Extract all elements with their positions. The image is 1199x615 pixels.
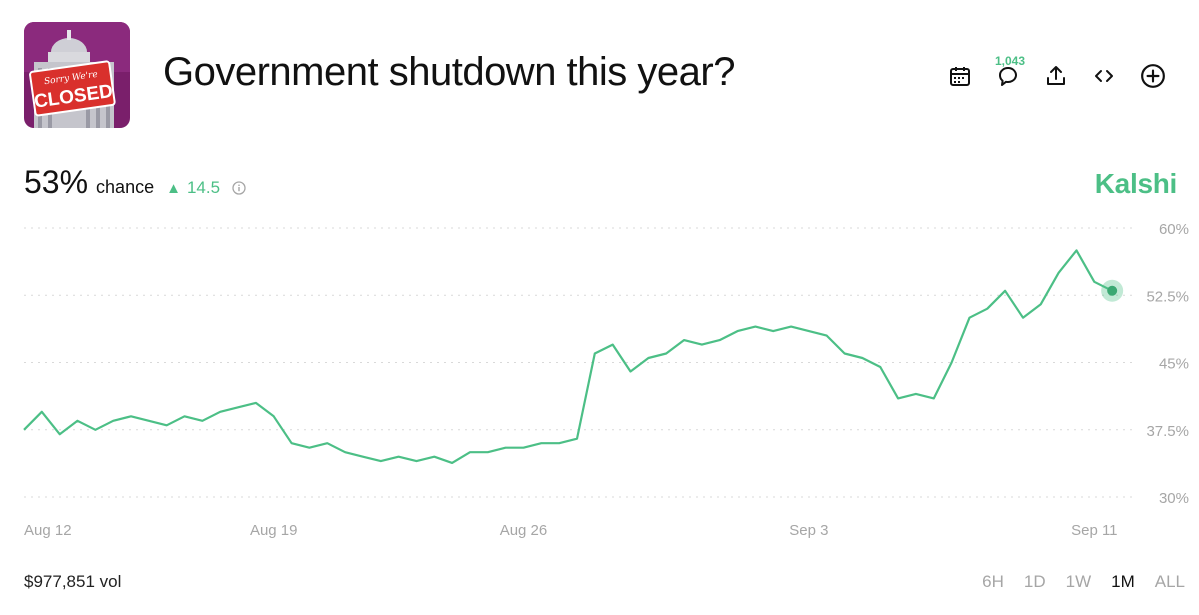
- y-tick-label: 60%: [1159, 221, 1189, 238]
- delta-value: 14.5: [186, 178, 221, 197]
- market-title: Government shutdown this year?: [163, 50, 735, 94]
- y-tick-label: 30%: [1159, 490, 1189, 507]
- embed-button[interactable]: [1086, 58, 1122, 94]
- range-1d[interactable]: 1D: [1023, 572, 1046, 591]
- current-point: [1107, 285, 1118, 296]
- x-tick-label: Sep 11: [1071, 522, 1117, 539]
- calendar-icon: [950, 67, 970, 86]
- closed-sign-image: Sorry We're CLOSED: [24, 22, 130, 128]
- range-1m[interactable]: 1M: [1111, 572, 1135, 591]
- brand-logo: Kalshi: [1094, 168, 1178, 199]
- x-tick-label: Sep 3: [789, 522, 828, 539]
- comment-count: 1,043: [995, 54, 1026, 68]
- y-tick-label: 37.5%: [1146, 423, 1189, 440]
- time-range-selector: 6H 1D 1W 1M ALL: [962, 572, 1185, 592]
- price-chart[interactable]: 30% 37.5% 45% 52.5% 60% Aug 12 Aug 19 Aug 26 Sep…: [0, 205, 1199, 545]
- info-icon[interactable]: [232, 181, 246, 200]
- probability-label: chance: [96, 177, 155, 197]
- probability-delta: ▲ 14.5: [166, 178, 220, 198]
- add-icon: [1141, 64, 1165, 88]
- x-tick-label: Aug 26: [500, 522, 548, 539]
- probability-summary: 53% chance ▲ 14.5: [24, 164, 246, 204]
- series-line: [23, 249, 1113, 464]
- comments-button[interactable]: [990, 58, 1026, 94]
- share-button[interactable]: [1038, 58, 1074, 94]
- range-all[interactable]: ALL: [1154, 572, 1185, 591]
- add-button[interactable]: [1135, 58, 1171, 94]
- x-tick-label: Aug 12: [24, 522, 72, 539]
- x-tick-label: Aug 19: [250, 522, 298, 539]
- y-tick-label: 45%: [1159, 356, 1189, 373]
- calendar-button[interactable]: [942, 58, 978, 94]
- embed-icon: [1095, 70, 1113, 82]
- probability-value: 53%: [24, 164, 89, 200]
- range-6h[interactable]: 6H: [982, 572, 1004, 591]
- volume-label: $977,851 vol: [24, 572, 122, 591]
- comment-icon: [999, 67, 1017, 86]
- share-icon: [1047, 66, 1065, 85]
- y-tick-label: 52.5%: [1146, 288, 1189, 305]
- triangle-up-icon: ▲: [166, 180, 181, 197]
- market-thumbnail: Sorry We're CLOSED: [24, 22, 130, 128]
- range-1w[interactable]: 1W: [1065, 572, 1092, 591]
